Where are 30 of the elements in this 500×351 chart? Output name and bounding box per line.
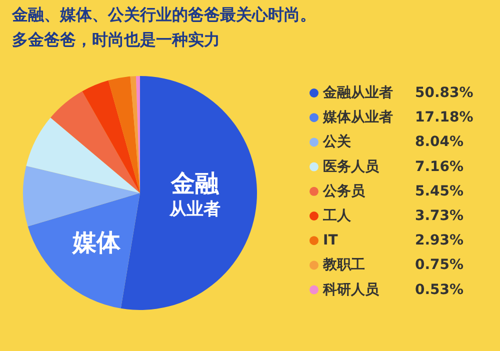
pie-slice: [50, 91, 140, 193]
data-label: 5.45%: [415, 183, 464, 200]
text: 从业者: [169, 200, 220, 220]
legend-label: 工人: [322, 208, 352, 224]
chart-title: 金融、媒体、公关行业的爸爸最关心时尚。: [11, 5, 316, 24]
legend-label: 公务员: [322, 183, 366, 200]
data-label: 0.53%: [415, 282, 464, 298]
legend-label: 医务人员: [323, 158, 380, 175]
data-label: 2.93%: [415, 232, 464, 249]
data-label: 17.18%: [415, 110, 474, 126]
pie-slice: [23, 166, 140, 226]
chart-subtitle: 多金爸爸，时尚也是一种实力: [12, 30, 220, 49]
pie-slice: [108, 76, 140, 193]
pie-slice: [120, 76, 257, 310]
data-label: 3.73%: [415, 208, 464, 224]
data-label: 7.16%: [415, 158, 464, 175]
pie-slice: [82, 80, 140, 193]
data-label: 50.83%: [415, 85, 474, 101]
pie-slice: [28, 193, 140, 308]
legend-label: 金融从业者: [322, 85, 393, 101]
legend-label: 科研人员: [322, 282, 380, 298]
text: 金融: [170, 170, 219, 198]
pie-slice: [26, 118, 140, 193]
legend-label: 媒体从业者: [322, 110, 393, 126]
data-label: 8.04%: [415, 134, 464, 150]
legend-label: IT: [323, 232, 338, 249]
legend-label: 教职工: [322, 257, 365, 274]
legend-label: 公关: [322, 133, 351, 150]
text: 媒体: [72, 228, 120, 256]
data-label: 0.75%: [415, 257, 464, 274]
